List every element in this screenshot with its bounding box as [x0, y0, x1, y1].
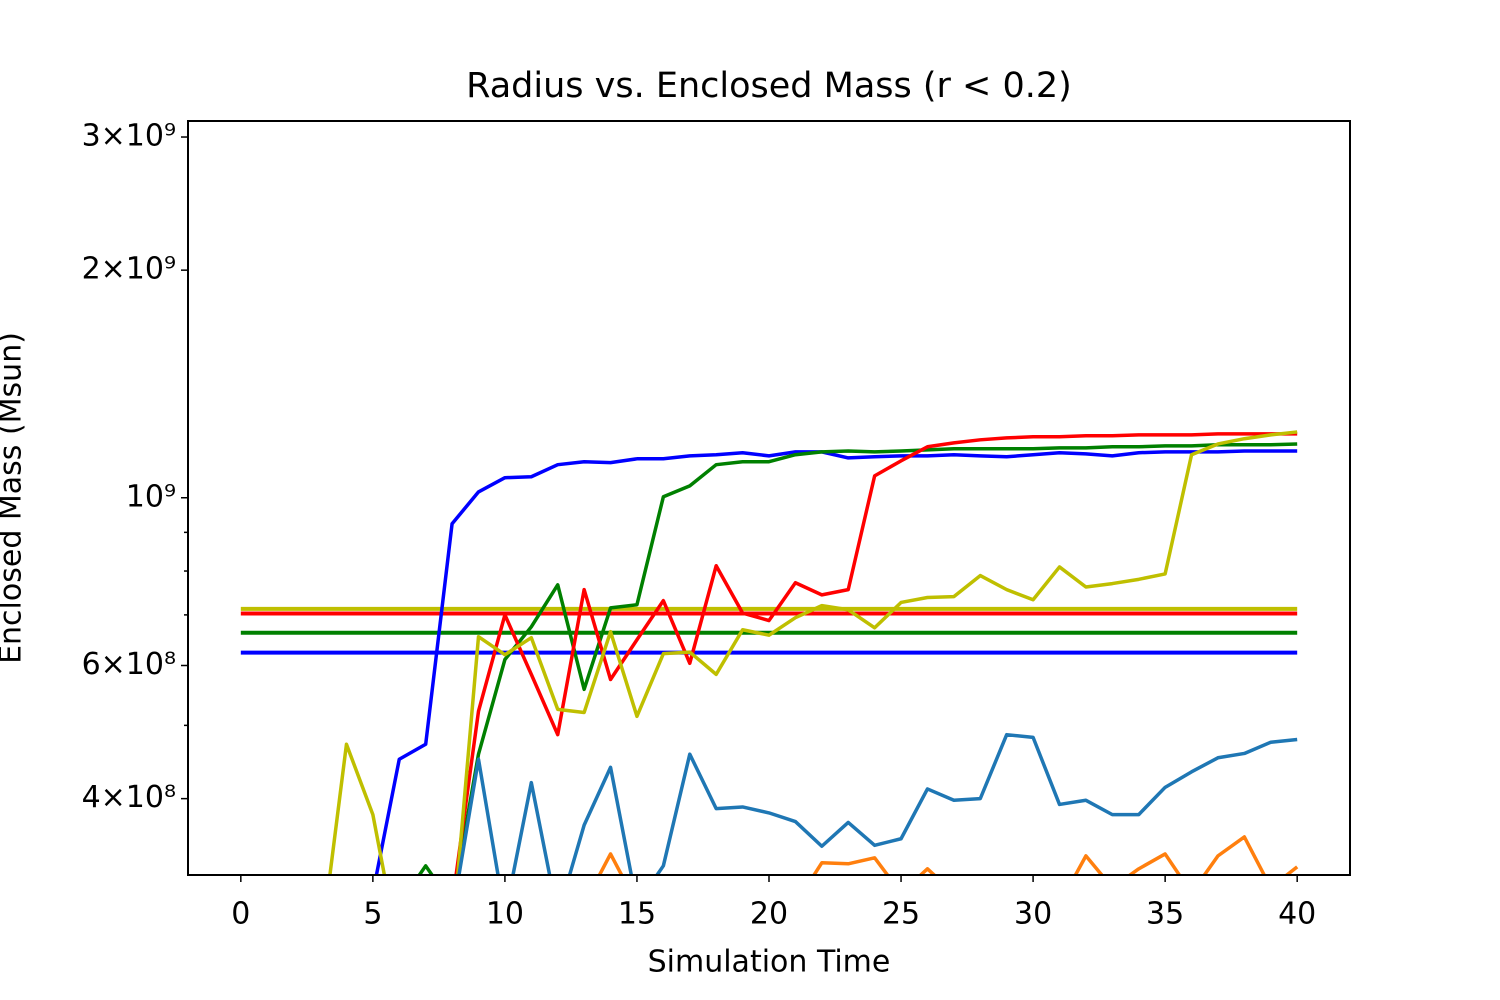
series-line [374, 449, 1298, 875]
series-line [328, 430, 1298, 875]
x-tick-label: 15 [618, 897, 656, 932]
x-tick-label: 10 [486, 897, 524, 932]
y-tick-label: 10⁹ [126, 479, 176, 514]
series-line [417, 442, 1298, 875]
x-axis-label: Simulation Time [648, 945, 891, 980]
x-tick-label: 5 [363, 897, 382, 932]
x-tick-label: 35 [1146, 897, 1184, 932]
y-tick-label: 4×10⁸ [82, 780, 176, 815]
chart-title: Radius vs. Enclosed Mass (r < 0.2) [466, 66, 1072, 106]
series-line [457, 732, 1298, 875]
x-tick-label: 30 [1014, 897, 1052, 932]
x-tick-label: 25 [882, 897, 920, 932]
x-tick-label: 40 [1278, 897, 1316, 932]
y-tick-label: 6×10⁸ [82, 647, 176, 682]
plot-area [240, 430, 1299, 875]
y-axis-label: Enclosed Mass (Msun) [0, 332, 29, 664]
x-tick-label: 20 [750, 897, 788, 932]
series-line [454, 432, 1298, 875]
x-tick-label: 0 [231, 897, 250, 932]
y-tick-label: 3×10⁹ [82, 119, 176, 154]
y-tick-label: 2×10⁹ [82, 252, 176, 287]
